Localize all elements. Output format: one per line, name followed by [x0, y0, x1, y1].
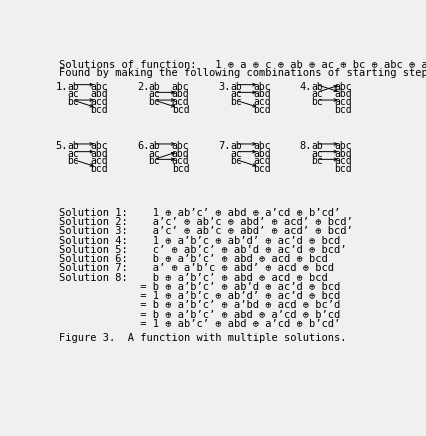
Text: acd: acd — [172, 97, 190, 107]
Text: Solutions of function:   1 ⊕ a ⊕ c ⊕ ab ⊕ ac ⊕ bc ⊕ abc ⊕ abd ⊕ acd ⊕ bcd: Solutions of function: 1 ⊕ a ⊕ c ⊕ ab ⊕ … — [60, 60, 426, 70]
Text: acd: acd — [334, 97, 352, 107]
Text: ab: ab — [311, 141, 323, 151]
Text: bcd: bcd — [334, 105, 352, 115]
Text: ac: ac — [149, 149, 160, 159]
Text: Found by making the following combinations of starting steps:: Found by making the following combinatio… — [60, 68, 426, 78]
Text: Figure 3.  A function with multiple solutions.: Figure 3. A function with multiple solut… — [60, 333, 347, 343]
Text: abc: abc — [334, 82, 352, 92]
Text: acd: acd — [253, 97, 271, 107]
Text: Solution 5:    c’ ⊕ ab’c’ ⊕ ab’d ⊕ ac’d ⊕ bcd’: Solution 5: c’ ⊕ ab’c’ ⊕ ab’d ⊕ ac’d ⊕ b… — [60, 245, 347, 255]
Text: ab: ab — [311, 82, 323, 92]
Text: ac: ac — [67, 89, 79, 99]
Text: acd: acd — [90, 156, 108, 166]
Text: ab: ab — [149, 141, 160, 151]
Text: Solution 6:    b ⊕ a’b’c’ ⊕ abd ⊕ acd ⊕ bcd: Solution 6: b ⊕ a’b’c’ ⊕ abd ⊕ acd ⊕ bcd — [60, 254, 328, 264]
Text: 6.: 6. — [137, 141, 150, 151]
Text: ab: ab — [149, 82, 160, 92]
Text: Solution 7:    a’ ⊕ a’b’c ⊕ abd’ ⊕ acd ⊕ bcd: Solution 7: a’ ⊕ a’b’c ⊕ abd’ ⊕ acd ⊕ bc… — [60, 263, 334, 273]
Text: 4.: 4. — [300, 82, 312, 92]
Text: bc: bc — [230, 156, 242, 166]
Text: ab: ab — [67, 141, 79, 151]
Text: acd: acd — [90, 97, 108, 107]
Text: Solution 4:    1 ⊕ a’b’c ⊕ ab’d’ ⊕ ac’d ⊕ bcd: Solution 4: 1 ⊕ a’b’c ⊕ ab’d’ ⊕ ac’d ⊕ b… — [60, 235, 341, 245]
Text: bcd: bcd — [253, 164, 271, 174]
Text: bc: bc — [311, 156, 323, 166]
Text: bcd: bcd — [90, 105, 108, 115]
Text: Solution 2:    a’c’ ⊕ ab’c ⊕ abd’ ⊕ acd’ ⊕ bcd’: Solution 2: a’c’ ⊕ ab’c ⊕ abd’ ⊕ acd’ ⊕ … — [60, 217, 353, 227]
Text: abd: abd — [172, 149, 190, 159]
Text: bcd: bcd — [90, 164, 108, 174]
Text: abd: abd — [172, 89, 190, 99]
Text: abc: abc — [172, 82, 190, 92]
Text: Solution 8:    b ⊕ a’b’c’ ⊕ abd ⊕ acd ⊕ bcd: Solution 8: b ⊕ a’b’c’ ⊕ abd ⊕ acd ⊕ bcd — [60, 272, 328, 283]
Text: acd: acd — [334, 156, 352, 166]
Text: = b ⊕ a’b’c’ ⊕ abd ⊕ a’cd ⊕ b’cd: = b ⊕ a’b’c’ ⊕ abd ⊕ a’cd ⊕ b’cd — [60, 310, 341, 320]
Text: ac: ac — [67, 149, 79, 159]
Text: bc: bc — [230, 97, 242, 107]
Text: 7.: 7. — [219, 141, 231, 151]
Text: ac: ac — [311, 89, 323, 99]
Text: = b ⊕ a’b’c’ ⊕ ab’d ⊕ ac’d ⊕ bcd: = b ⊕ a’b’c’ ⊕ ab’d ⊕ ac’d ⊕ bcd — [60, 282, 341, 292]
Text: abd: abd — [334, 149, 352, 159]
Text: ac: ac — [230, 149, 242, 159]
Text: abd: abd — [90, 89, 108, 99]
Text: 8.: 8. — [300, 141, 312, 151]
Text: abd: abd — [90, 149, 108, 159]
Text: ac: ac — [311, 149, 323, 159]
Text: ab: ab — [230, 82, 242, 92]
Text: Solution 1:    1 ⊕ ab’c’ ⊕ abd ⊕ a’cd ⊕ b’cd’: Solution 1: 1 ⊕ ab’c’ ⊕ abd ⊕ a’cd ⊕ b’c… — [60, 208, 341, 218]
Text: Solution 3:    a’c’ ⊕ ab’c ⊕ abd’ ⊕ acd’ ⊕ bcd’: Solution 3: a’c’ ⊕ ab’c ⊕ abd’ ⊕ acd’ ⊕ … — [60, 226, 353, 236]
Text: 2.: 2. — [137, 82, 150, 92]
Text: ac: ac — [230, 89, 242, 99]
Text: abd: abd — [253, 89, 271, 99]
Text: abc: abc — [90, 141, 108, 151]
Text: bc: bc — [67, 97, 79, 107]
Text: abc: abc — [90, 82, 108, 92]
Text: ab: ab — [230, 141, 242, 151]
Text: abc: abc — [172, 141, 190, 151]
Text: abc: abc — [334, 141, 352, 151]
Text: 3.: 3. — [219, 82, 231, 92]
Text: bcd: bcd — [172, 105, 190, 115]
Text: abd: abd — [334, 89, 352, 99]
Text: 5.: 5. — [55, 141, 68, 151]
Text: ab: ab — [67, 82, 79, 92]
Text: acd: acd — [172, 156, 190, 166]
Text: bc: bc — [311, 97, 323, 107]
Text: ac: ac — [149, 89, 160, 99]
Text: 1.: 1. — [55, 82, 68, 92]
Text: = 1 ⊕ ab’c’ ⊕ abd ⊕ a’cd ⊕ b’cd’: = 1 ⊕ ab’c’ ⊕ abd ⊕ a’cd ⊕ b’cd’ — [60, 319, 341, 329]
Text: = 1 ⊕ a’b’c ⊕ ab’d’ ⊕ ac’d ⊕ bcd: = 1 ⊕ a’b’c ⊕ ab’d’ ⊕ ac’d ⊕ bcd — [60, 291, 341, 301]
Text: bcd: bcd — [334, 164, 352, 174]
Text: = b ⊕ a’b’c’ ⊕ a’bd ⊕ acd ⊕ bc’d: = b ⊕ a’b’c’ ⊕ a’bd ⊕ acd ⊕ bc’d — [60, 300, 341, 310]
Text: bc: bc — [149, 97, 160, 107]
Text: acd: acd — [253, 156, 271, 166]
Text: abc: abc — [253, 82, 271, 92]
Text: abc: abc — [253, 141, 271, 151]
Text: bcd: bcd — [172, 164, 190, 174]
Text: bc: bc — [149, 156, 160, 166]
Text: abd: abd — [253, 149, 271, 159]
Text: bcd: bcd — [253, 105, 271, 115]
Text: bc: bc — [67, 156, 79, 166]
